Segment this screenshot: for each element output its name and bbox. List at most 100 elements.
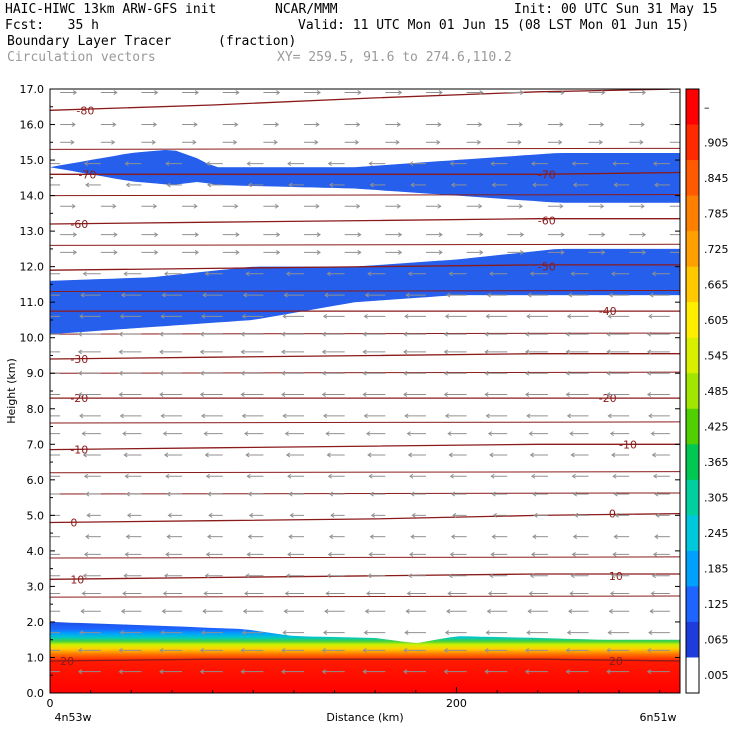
circulation-vector <box>50 163 61 165</box>
circulation-vector <box>443 370 467 376</box>
circulation-vector <box>609 591 630 596</box>
circulation-vector <box>406 591 426 596</box>
circulation-vector <box>588 232 606 238</box>
circulation-vector <box>606 370 630 376</box>
circulation-vector <box>366 431 386 437</box>
circulation-vector <box>326 452 345 458</box>
circulation-vector <box>50 415 61 417</box>
circulation-vector <box>344 90 362 95</box>
y-tick-label: 13.0 <box>20 225 45 238</box>
x-end-label-left: 4n53w <box>55 711 92 724</box>
circulation-vector <box>50 593 61 595</box>
circulation-vector <box>83 473 101 479</box>
circulation-vector <box>532 182 548 188</box>
circulation-vector <box>60 250 78 255</box>
circulation-vector <box>654 182 670 188</box>
colorbar-label: .785 <box>704 207 729 220</box>
circulation-vector <box>486 292 508 298</box>
circulation-vector <box>410 182 426 188</box>
circulation-vector <box>163 573 183 579</box>
circulation-vector <box>532 534 548 540</box>
circulation-vector <box>606 349 630 355</box>
y-tick-label: 10.0 <box>20 332 45 345</box>
isotherm-label--70-1: -70 <box>538 168 556 181</box>
circulation-vector <box>326 271 345 277</box>
circulation-vector <box>489 271 508 277</box>
circulation-vector <box>528 591 548 596</box>
y-tick-label: 0.0 <box>27 687 45 700</box>
circulation-vector <box>655 512 670 518</box>
circulation-vector <box>141 250 159 255</box>
circulation-vector <box>485 413 508 419</box>
circulation-vector <box>242 608 264 614</box>
isotherm--60 <box>50 218 680 225</box>
circulation-vector <box>50 315 61 317</box>
circulation-vector <box>161 608 183 614</box>
circulation-vector <box>646 669 670 675</box>
circulation-vector <box>222 203 239 209</box>
circulation-vector <box>404 313 426 319</box>
circulation-vector <box>507 90 525 95</box>
circulation-vector <box>629 250 647 255</box>
circulation-vector <box>648 313 670 319</box>
circulation-vector <box>141 122 158 127</box>
circulation-vector <box>649 608 670 614</box>
circulation-vector <box>449 473 467 479</box>
isotherm-label--40-0: -40 <box>599 305 617 318</box>
circulation-vector <box>222 250 240 255</box>
y-tick-label: 2.0 <box>27 616 45 629</box>
circulation-vector <box>50 433 61 435</box>
circulation-vector <box>484 370 508 376</box>
circulation-vector <box>652 473 670 479</box>
circulation-vector <box>246 161 264 167</box>
circulation-vector <box>444 630 467 636</box>
circulation-vector <box>118 349 142 355</box>
circulation-vector <box>466 122 483 127</box>
circulation-vector <box>287 473 305 479</box>
circulation-vector <box>241 630 264 636</box>
circulation-vector <box>50 475 61 477</box>
circulation-vector <box>613 182 630 188</box>
circulation-vector <box>322 630 345 636</box>
circulation-vector <box>283 608 305 614</box>
circulation-vector <box>547 203 564 209</box>
circulation-vector <box>646 349 670 355</box>
circulation-vector <box>385 139 400 145</box>
circulation-vector <box>100 90 118 95</box>
circulation-vector <box>362 647 386 653</box>
circulation-vector <box>490 552 508 557</box>
circulation-vector <box>344 139 360 145</box>
circulation-vector <box>368 161 386 167</box>
circulation-vector <box>248 512 264 518</box>
circulation-vector <box>366 591 386 596</box>
circulation-vector <box>403 669 426 675</box>
circulation-vector <box>284 591 305 596</box>
circulation-vector <box>528 431 548 437</box>
header-line3-left: Boundary Layer Tracer <box>7 34 172 49</box>
circulation-vector <box>547 139 563 145</box>
circulation-vector <box>50 536 61 538</box>
colorbar-swatch <box>686 479 699 516</box>
circulation-vector <box>288 491 305 497</box>
circulation-vector <box>364 608 386 614</box>
circulation-vector <box>222 122 239 127</box>
circulation-vector <box>165 473 183 479</box>
circulation-vector <box>569 591 589 596</box>
circulation-vector <box>646 370 670 376</box>
circulation-vector <box>629 232 647 238</box>
isotherm-label-0-1: 0 <box>609 508 616 521</box>
colorbar-label: .485 <box>704 385 729 398</box>
circulation-vector <box>425 90 443 95</box>
circulation-vector <box>159 669 183 675</box>
isotherm-label--20-1: -20 <box>599 392 617 405</box>
circulation-vector <box>629 90 647 95</box>
circulation-vector <box>100 232 118 238</box>
circulation-vector <box>443 392 467 397</box>
colorbar-swatch <box>686 586 699 623</box>
circulation-vector <box>448 271 467 277</box>
colorbar-swatch <box>686 373 699 410</box>
circulation-vector <box>287 161 305 167</box>
circulation-vector <box>324 608 345 614</box>
circulation-vector <box>100 139 116 145</box>
circulation-vector <box>122 591 142 596</box>
